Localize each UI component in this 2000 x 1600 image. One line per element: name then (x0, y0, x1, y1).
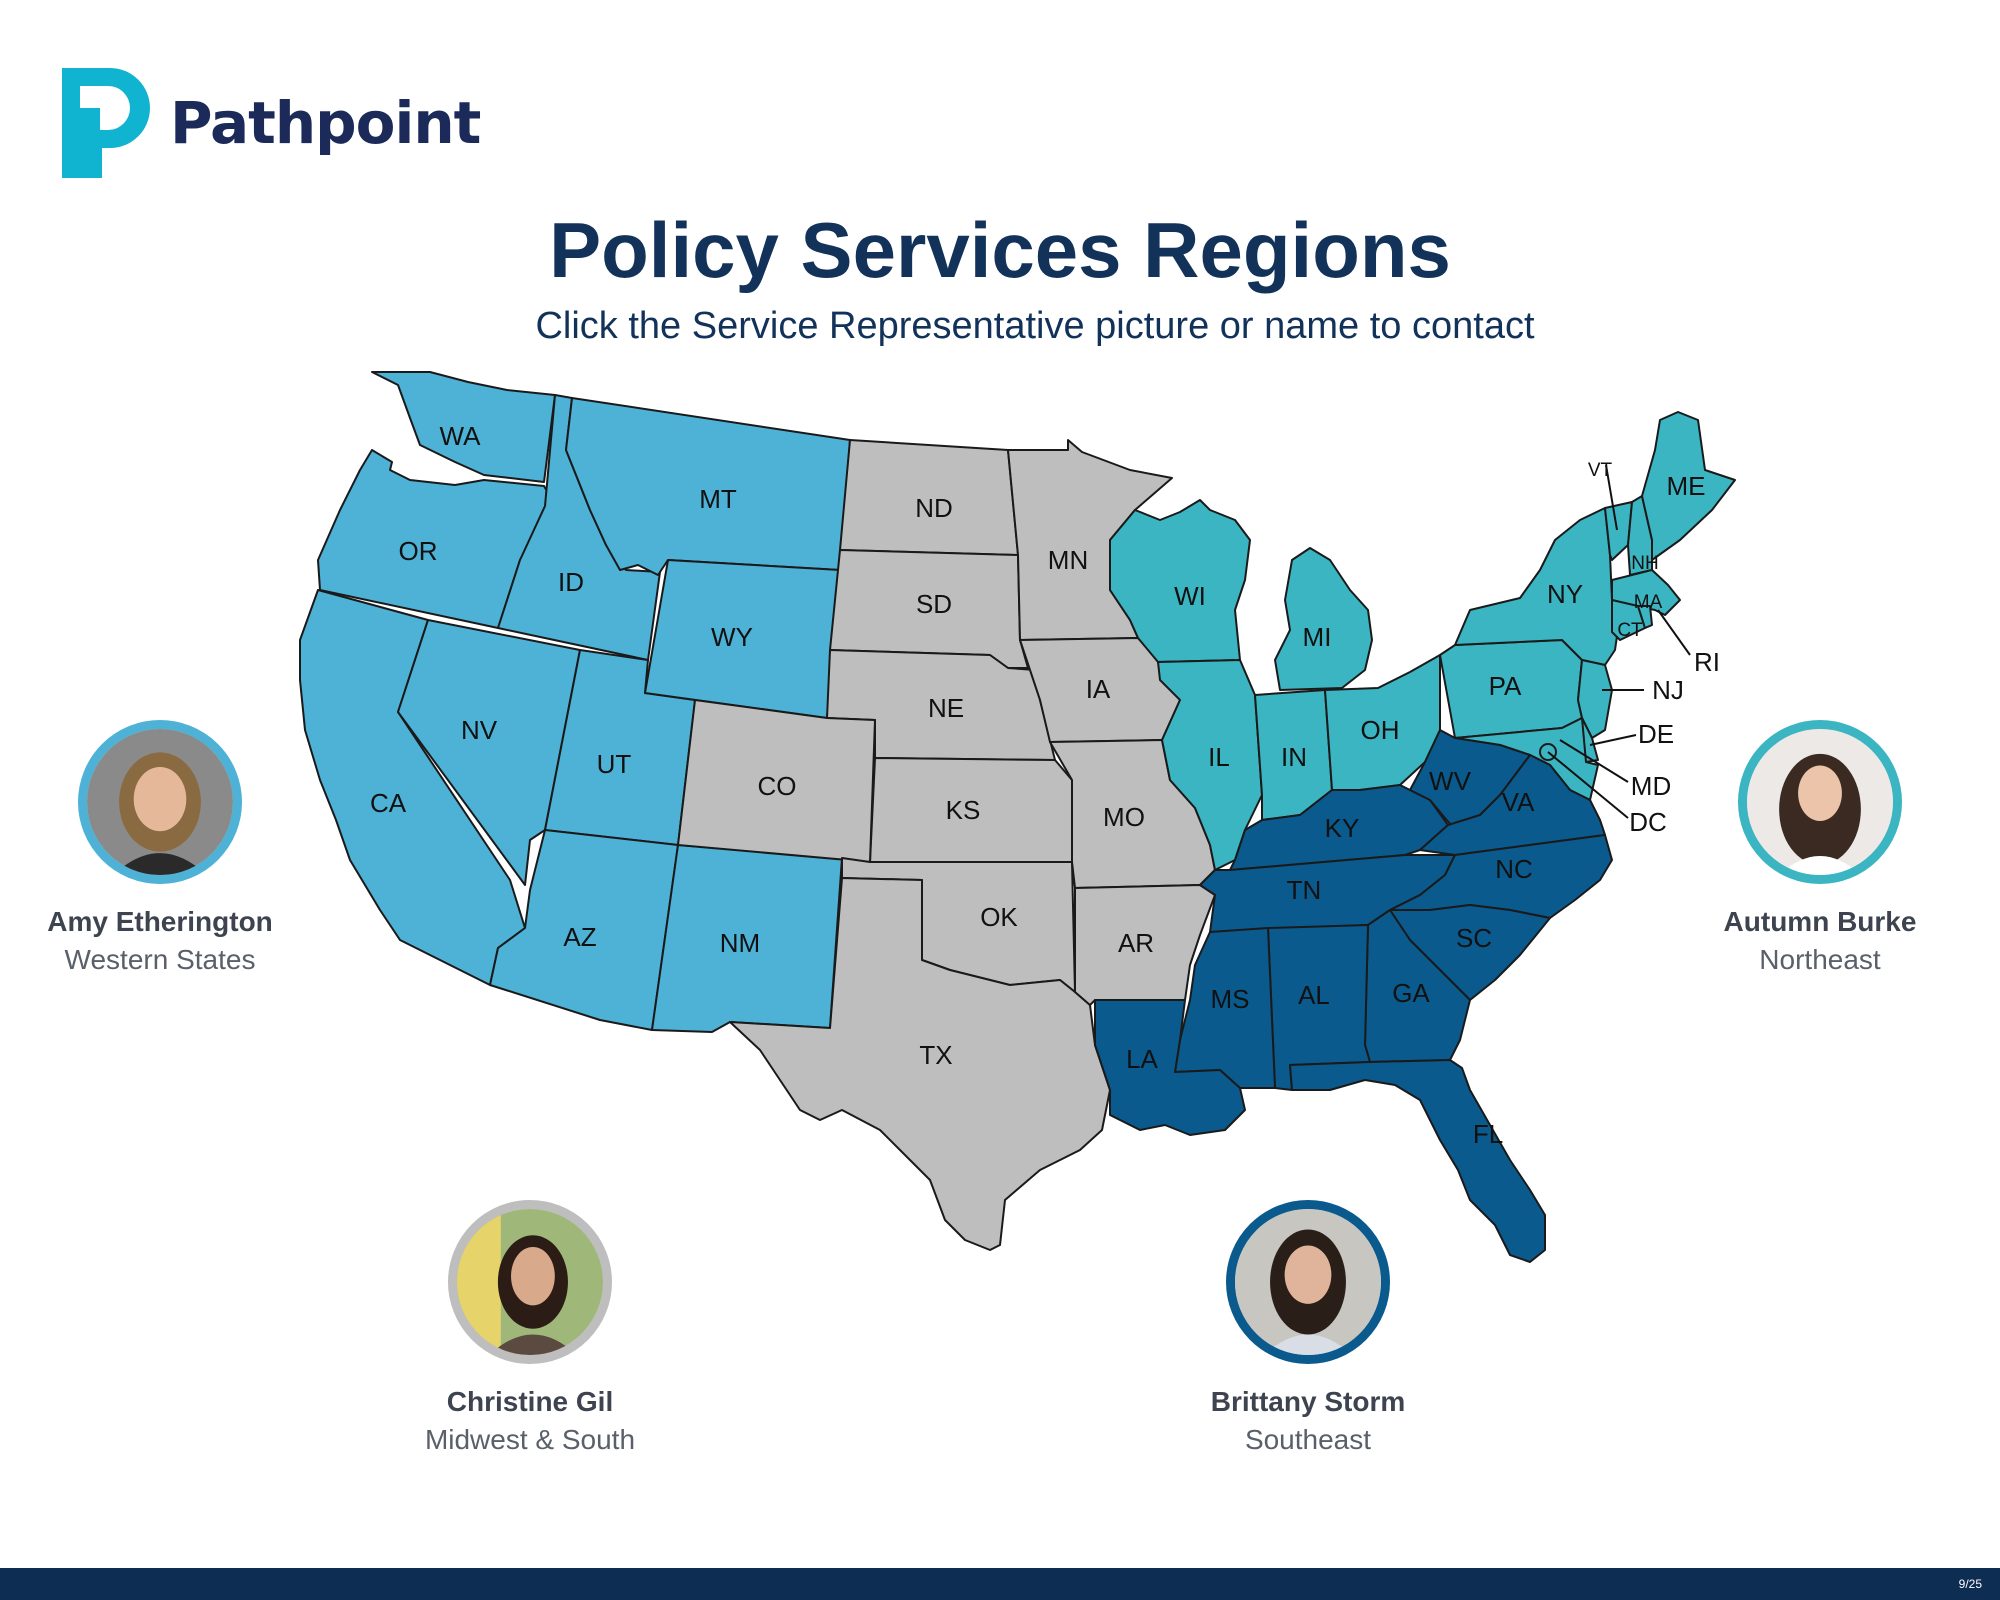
label-ms: MS (1211, 984, 1250, 1014)
state-ct (1611, 599, 1646, 641)
state-wa (371, 371, 556, 483)
person-photo-icon (1235, 1209, 1381, 1355)
brand-name: Pathpoint (170, 89, 481, 157)
page-subtitle: Click the Service Representative picture… (535, 305, 1535, 347)
label-ri: RI (1694, 647, 1720, 677)
rep-avatar[interactable] (1226, 1200, 1390, 1364)
label-leaders (1547, 464, 1691, 819)
label-ct: CT (1617, 620, 1643, 641)
label-ca: CA (370, 788, 407, 818)
label-mo: MO (1103, 802, 1145, 832)
label-nv: NV (461, 715, 498, 745)
state-vt (1604, 501, 1633, 561)
rep-region: Northeast (1759, 944, 1881, 975)
label-in: IN (1281, 742, 1307, 772)
label-or: OR (399, 536, 438, 566)
label-al: AL (1298, 980, 1330, 1010)
midwest-south-group (677, 439, 1216, 1251)
label-oh: OH (1361, 715, 1400, 745)
state-tx (729, 877, 1111, 1251)
rep-avatar[interactable] (1738, 720, 1902, 884)
person-photo-icon (457, 1209, 603, 1355)
label-ma: MA (1634, 592, 1663, 613)
label-tx: TX (919, 1040, 952, 1070)
label-co: CO (758, 771, 797, 801)
label-mn: MN (1048, 545, 1088, 575)
label-ky: KY (1325, 813, 1360, 843)
label-la: LA (1126, 1044, 1158, 1074)
label-ut: UT (597, 749, 632, 779)
rep-avatar[interactable] (78, 720, 242, 884)
western-states-group (299, 371, 851, 1033)
state-wi (1109, 499, 1251, 663)
state-co (677, 699, 876, 863)
label-ia: IA (1086, 674, 1111, 704)
pathpoint-logo-icon (62, 68, 150, 178)
label-nd: ND (915, 493, 953, 523)
rep-region: Western States (64, 944, 256, 975)
label-ar: AR (1118, 928, 1154, 958)
person-photo-icon (87, 729, 233, 875)
label-tn: TN (1287, 875, 1322, 905)
southeast-group (1094, 729, 1613, 1263)
label-me: ME (1667, 471, 1706, 501)
rep-amy-etherington[interactable]: Amy Etherington Western States (0, 720, 320, 976)
label-wa: WA (440, 421, 482, 451)
label-nj: NJ (1652, 675, 1684, 705)
rep-autumn-burke[interactable]: Autumn Burke Northeast (1660, 720, 1980, 976)
label-sc: SC (1456, 923, 1492, 953)
person-photo-icon (1747, 729, 1893, 875)
rep-name[interactable]: Amy Etherington (47, 906, 273, 937)
rep-christine-gil[interactable]: Christine Gil Midwest & South (370, 1200, 690, 1456)
state-mi (1274, 547, 1373, 691)
label-ne: NE (928, 693, 964, 723)
rep-brittany-storm[interactable]: Brittany Storm Southeast (1148, 1200, 1468, 1456)
rep-region: Southeast (1244, 1424, 1372, 1455)
rep-region: Midwest & South (424, 1424, 636, 1455)
label-vt: VT (1588, 460, 1613, 481)
rep-name[interactable]: Brittany Storm (1210, 1386, 1406, 1417)
state-ny (1454, 507, 1621, 666)
label-ga: GA (1392, 978, 1430, 1008)
label-nh: NH (1631, 553, 1658, 574)
label-sd: SD (916, 589, 952, 619)
label-md: MD (1631, 771, 1671, 801)
label-mt: MT (699, 484, 737, 514)
label-dc: DC (1629, 807, 1667, 837)
label-wv: WV (1429, 766, 1472, 796)
state-labels: WA OR CA ID NV UT AZ MT WY NM ND SD NE K… (370, 421, 1720, 1149)
footer-bar: 9/25 (0, 1568, 2000, 1600)
state-ri (1637, 605, 1653, 629)
label-id: ID (558, 567, 584, 597)
label-il: IL (1208, 742, 1230, 772)
label-az: AZ (563, 922, 596, 952)
state-la (1094, 999, 1246, 1136)
label-ks: KS (946, 795, 981, 825)
label-wy: WY (711, 622, 753, 652)
label-va: VA (1502, 787, 1535, 817)
label-wi: WI (1174, 581, 1206, 611)
state-fl (1289, 1059, 1546, 1263)
label-pa: PA (1489, 671, 1522, 701)
pathpoint-logo[interactable]: Pathpoint (62, 68, 481, 178)
rep-name[interactable]: Autumn Burke (1723, 906, 1917, 937)
label-fl: FL (1473, 1119, 1503, 1149)
label-de: DE (1638, 719, 1674, 749)
state-ca (299, 589, 526, 986)
rep-name[interactable]: Christine Gil (446, 1386, 614, 1417)
label-nm: NM (720, 928, 760, 958)
label-ny: NY (1547, 579, 1583, 609)
label-nc: NC (1495, 854, 1533, 884)
page-title: Policy Services Regions (549, 206, 1451, 294)
label-mi: MI (1303, 622, 1332, 652)
state-me (1641, 411, 1736, 561)
page-number: 9/25 (1958, 1577, 1982, 1591)
state-nj (1577, 659, 1613, 739)
rep-avatar[interactable] (448, 1200, 612, 1364)
label-ok: OK (980, 902, 1018, 932)
